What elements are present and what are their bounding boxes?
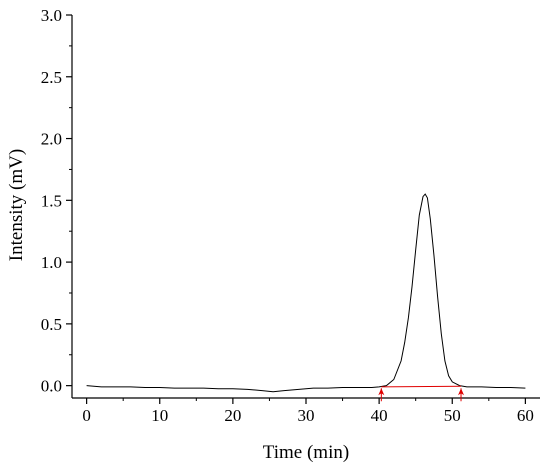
x-tick-label: 20 <box>224 406 241 425</box>
y-axis-label: Intensity (mV) <box>6 149 27 261</box>
series-line <box>86 193 526 393</box>
x-axis-ticks: 0 10 20 30 40 50 60 <box>82 398 534 425</box>
integration-marker-arrow <box>378 388 385 396</box>
y-tick-label: 2.0 <box>41 130 62 149</box>
x-axis-label: Time (min) <box>263 442 349 463</box>
y-tick-label: 1.0 <box>41 253 62 272</box>
y-axis-ticks: 0.0 0.5 1.0 1.5 2.0 2.5 3.0 <box>41 6 72 396</box>
plot-frame <box>71 15 540 399</box>
series-layer <box>86 193 526 393</box>
x-tick-label: 30 <box>298 406 315 425</box>
y-tick-label: 2.5 <box>41 68 62 87</box>
x-tick-label: 40 <box>371 406 388 425</box>
y-tick-label: 1.5 <box>41 191 62 210</box>
x-tick-label: 10 <box>151 406 168 425</box>
integration-baseline <box>381 385 462 388</box>
x-tick-label: 60 <box>517 406 534 425</box>
y-tick-label: 3.0 <box>41 6 62 25</box>
integration-layer <box>378 385 465 402</box>
y-tick-label: 0.0 <box>41 377 62 396</box>
integration-marker-arrow <box>458 388 465 396</box>
x-tick-label: 0 <box>82 406 91 425</box>
y-tick-label: 0.5 <box>41 315 62 334</box>
x-tick-label: 50 <box>444 406 461 425</box>
